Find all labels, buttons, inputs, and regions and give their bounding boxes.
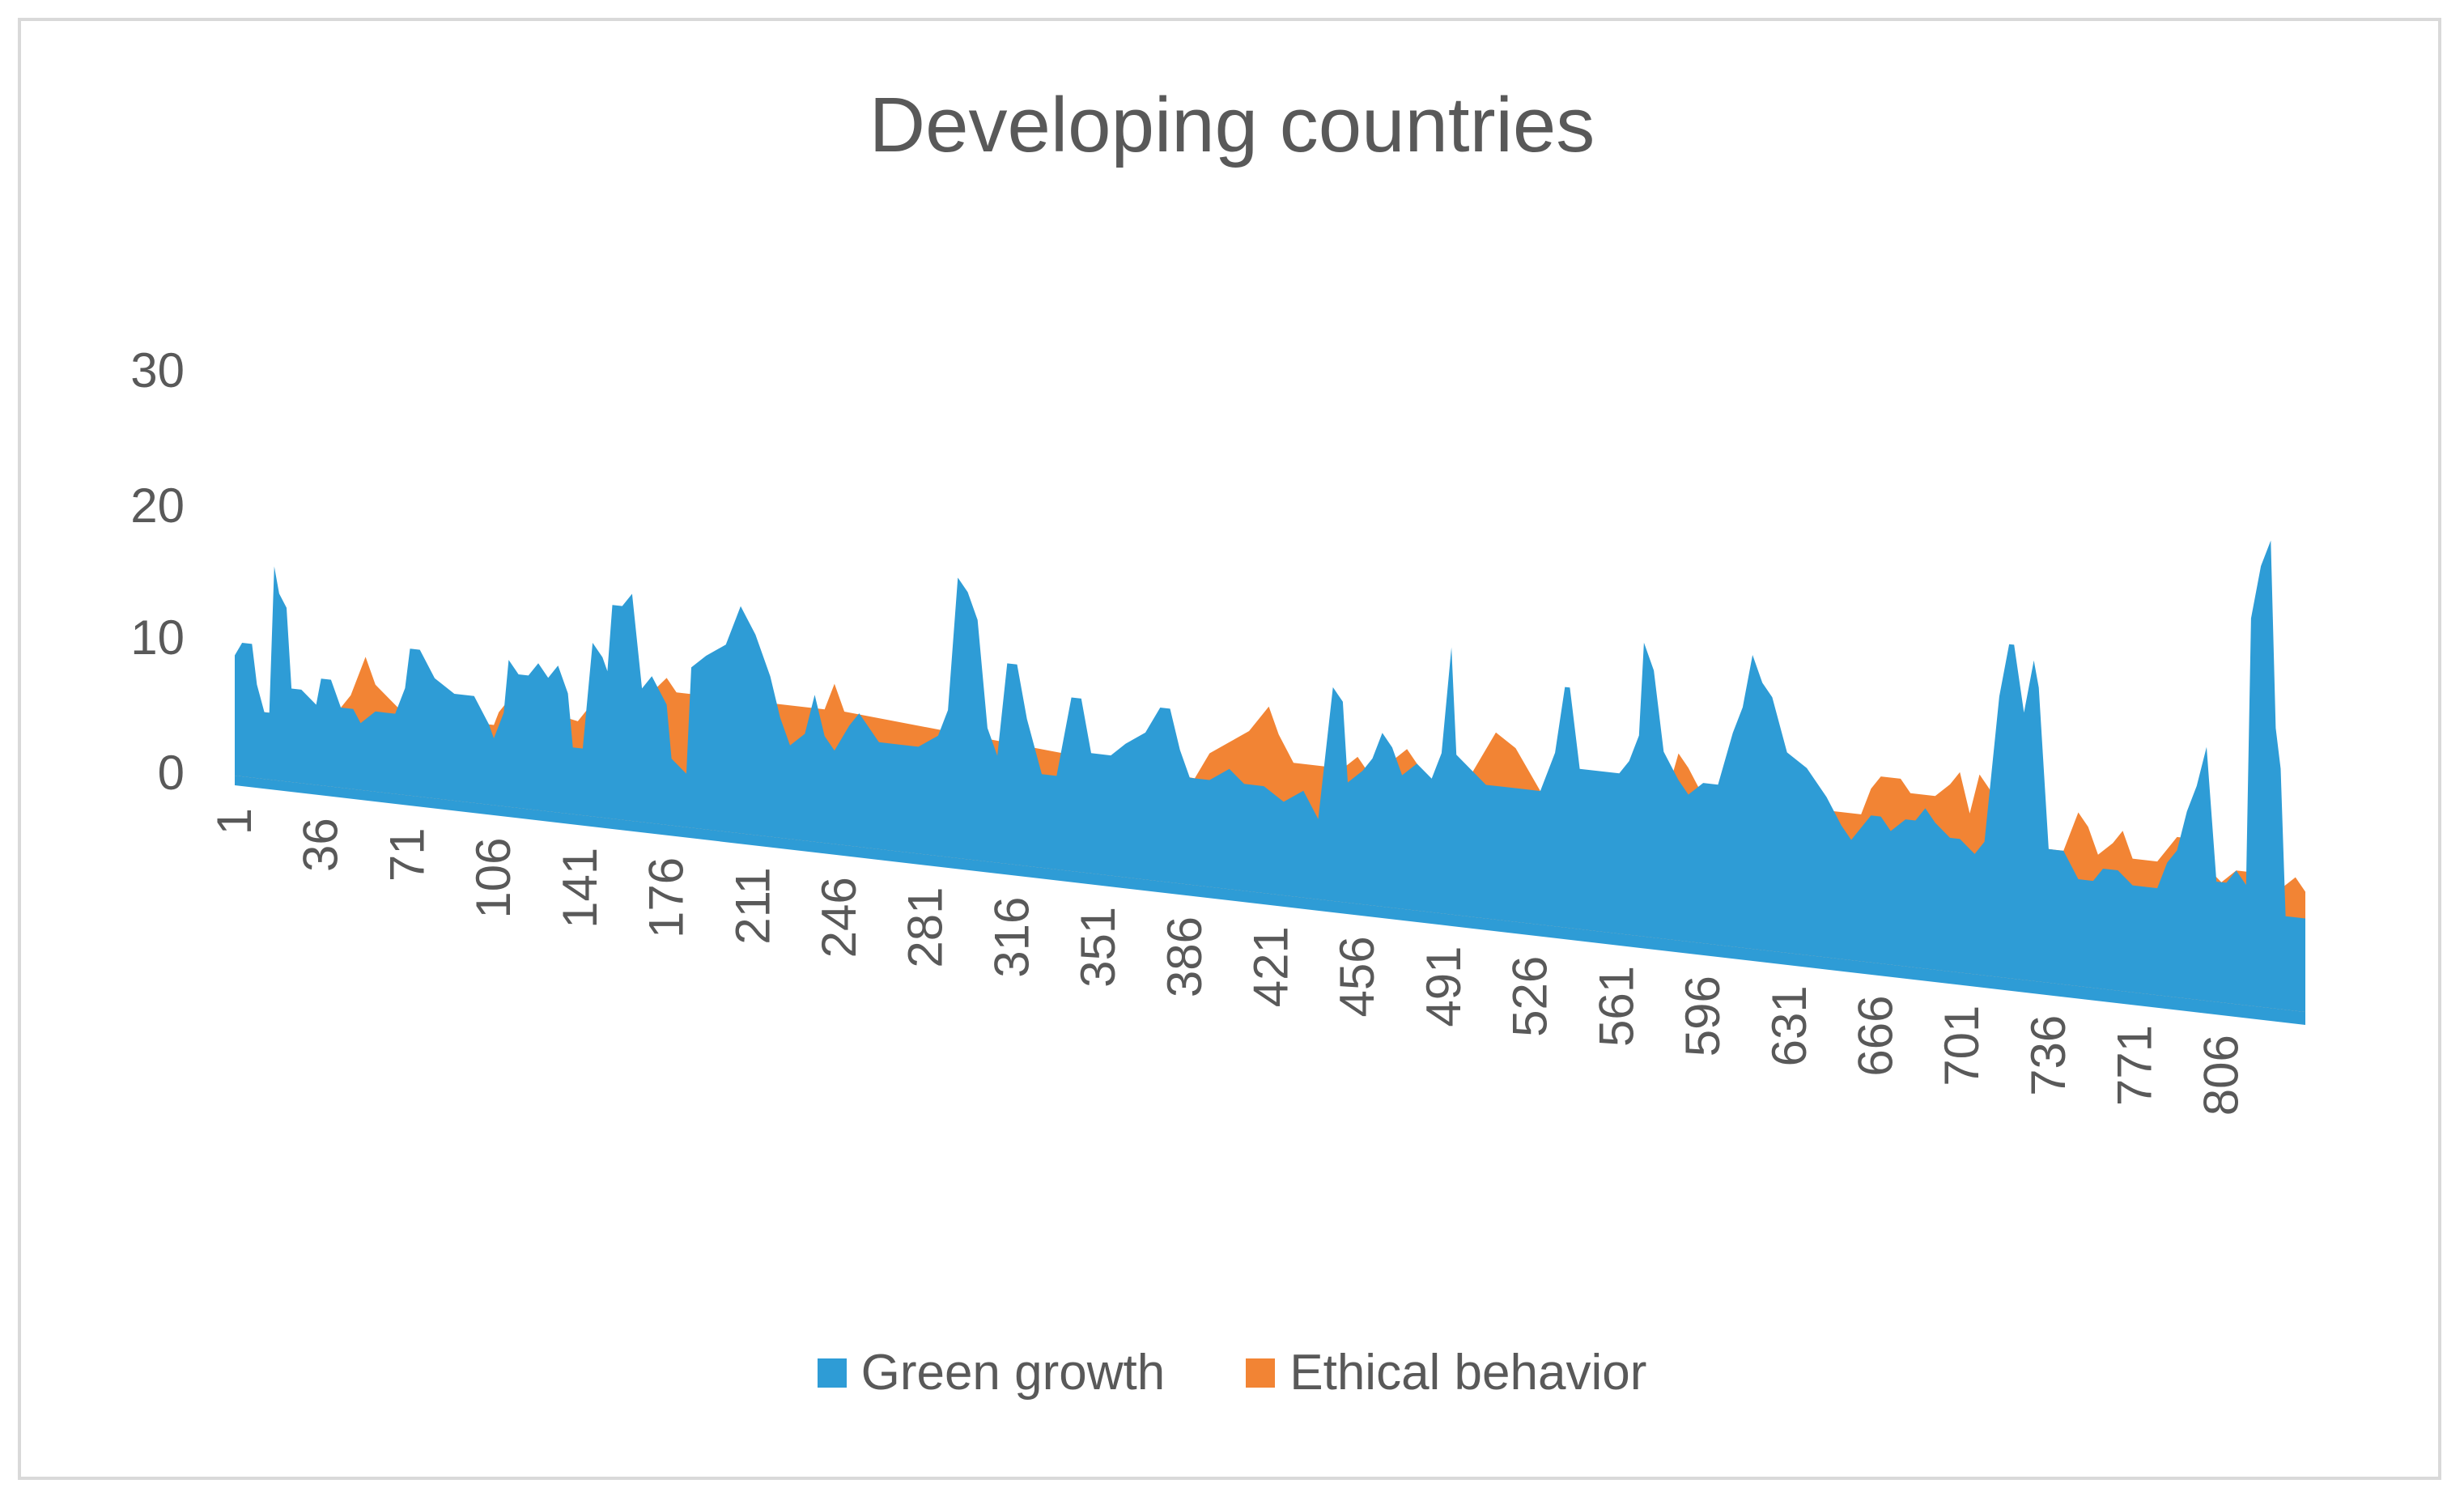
x-tick-label: 456 — [1330, 936, 1384, 1017]
y-tick-label: 0 — [158, 746, 185, 800]
x-tick-label: 386 — [1158, 916, 1212, 997]
x-tick-label: 211 — [725, 867, 780, 945]
x-tick-label: 316 — [984, 897, 1039, 978]
x-tick-label: 806 — [2194, 1035, 2248, 1116]
legend-swatch-ethical-behavior — [1246, 1358, 1276, 1388]
x-tick-label: 666 — [1848, 995, 1902, 1076]
chart-title: Developing countries — [869, 82, 1595, 168]
y-tick-label: 20 — [130, 478, 185, 533]
x-tick-label: 561 — [1589, 966, 1643, 1047]
x-tick-label: 596 — [1676, 976, 1730, 1056]
x-tick-label: 736 — [2021, 1015, 2075, 1096]
x-tick-label: 246 — [812, 877, 866, 958]
y-tick-label: 30 — [130, 343, 185, 398]
legend-label-ethical-behavior: Ethical behavior — [1289, 1345, 1647, 1401]
x-tick-label: 36 — [294, 818, 348, 872]
legend-label-green-growth: Green growth — [860, 1345, 1166, 1401]
x-tick-label: 491 — [1417, 946, 1471, 1027]
legend-swatch-green-growth — [817, 1358, 847, 1388]
x-tick-label: 1 — [207, 808, 261, 835]
x-tick-label: 176 — [639, 857, 694, 938]
x-tick-label: 526 — [1503, 956, 1557, 1037]
x-tick-label: 281 — [899, 886, 953, 967]
x-tick-label: 421 — [1244, 926, 1298, 1007]
x-tick-label: 351 — [1071, 907, 1125, 988]
x-tick-label: 71 — [380, 827, 434, 882]
legend-item-ethical-behavior: Ethical behavior — [1246, 1344, 1646, 1401]
x-tick-label: 141 — [553, 848, 607, 929]
x-tick-label: 631 — [1762, 985, 1816, 1066]
chart-legend: Green growth Ethical behavior — [0, 1344, 2464, 1401]
y-tick-label: 10 — [130, 610, 185, 665]
x-tick-label: 771 — [2108, 1025, 2162, 1106]
series-floor-edge — [235, 776, 2305, 1025]
series-area-green-growth — [235, 540, 2305, 1012]
x-tick-label: 701 — [1935, 1005, 1989, 1086]
x-tick-label: 106 — [466, 838, 520, 919]
legend-item-green-growth: Green growth — [817, 1344, 1166, 1401]
